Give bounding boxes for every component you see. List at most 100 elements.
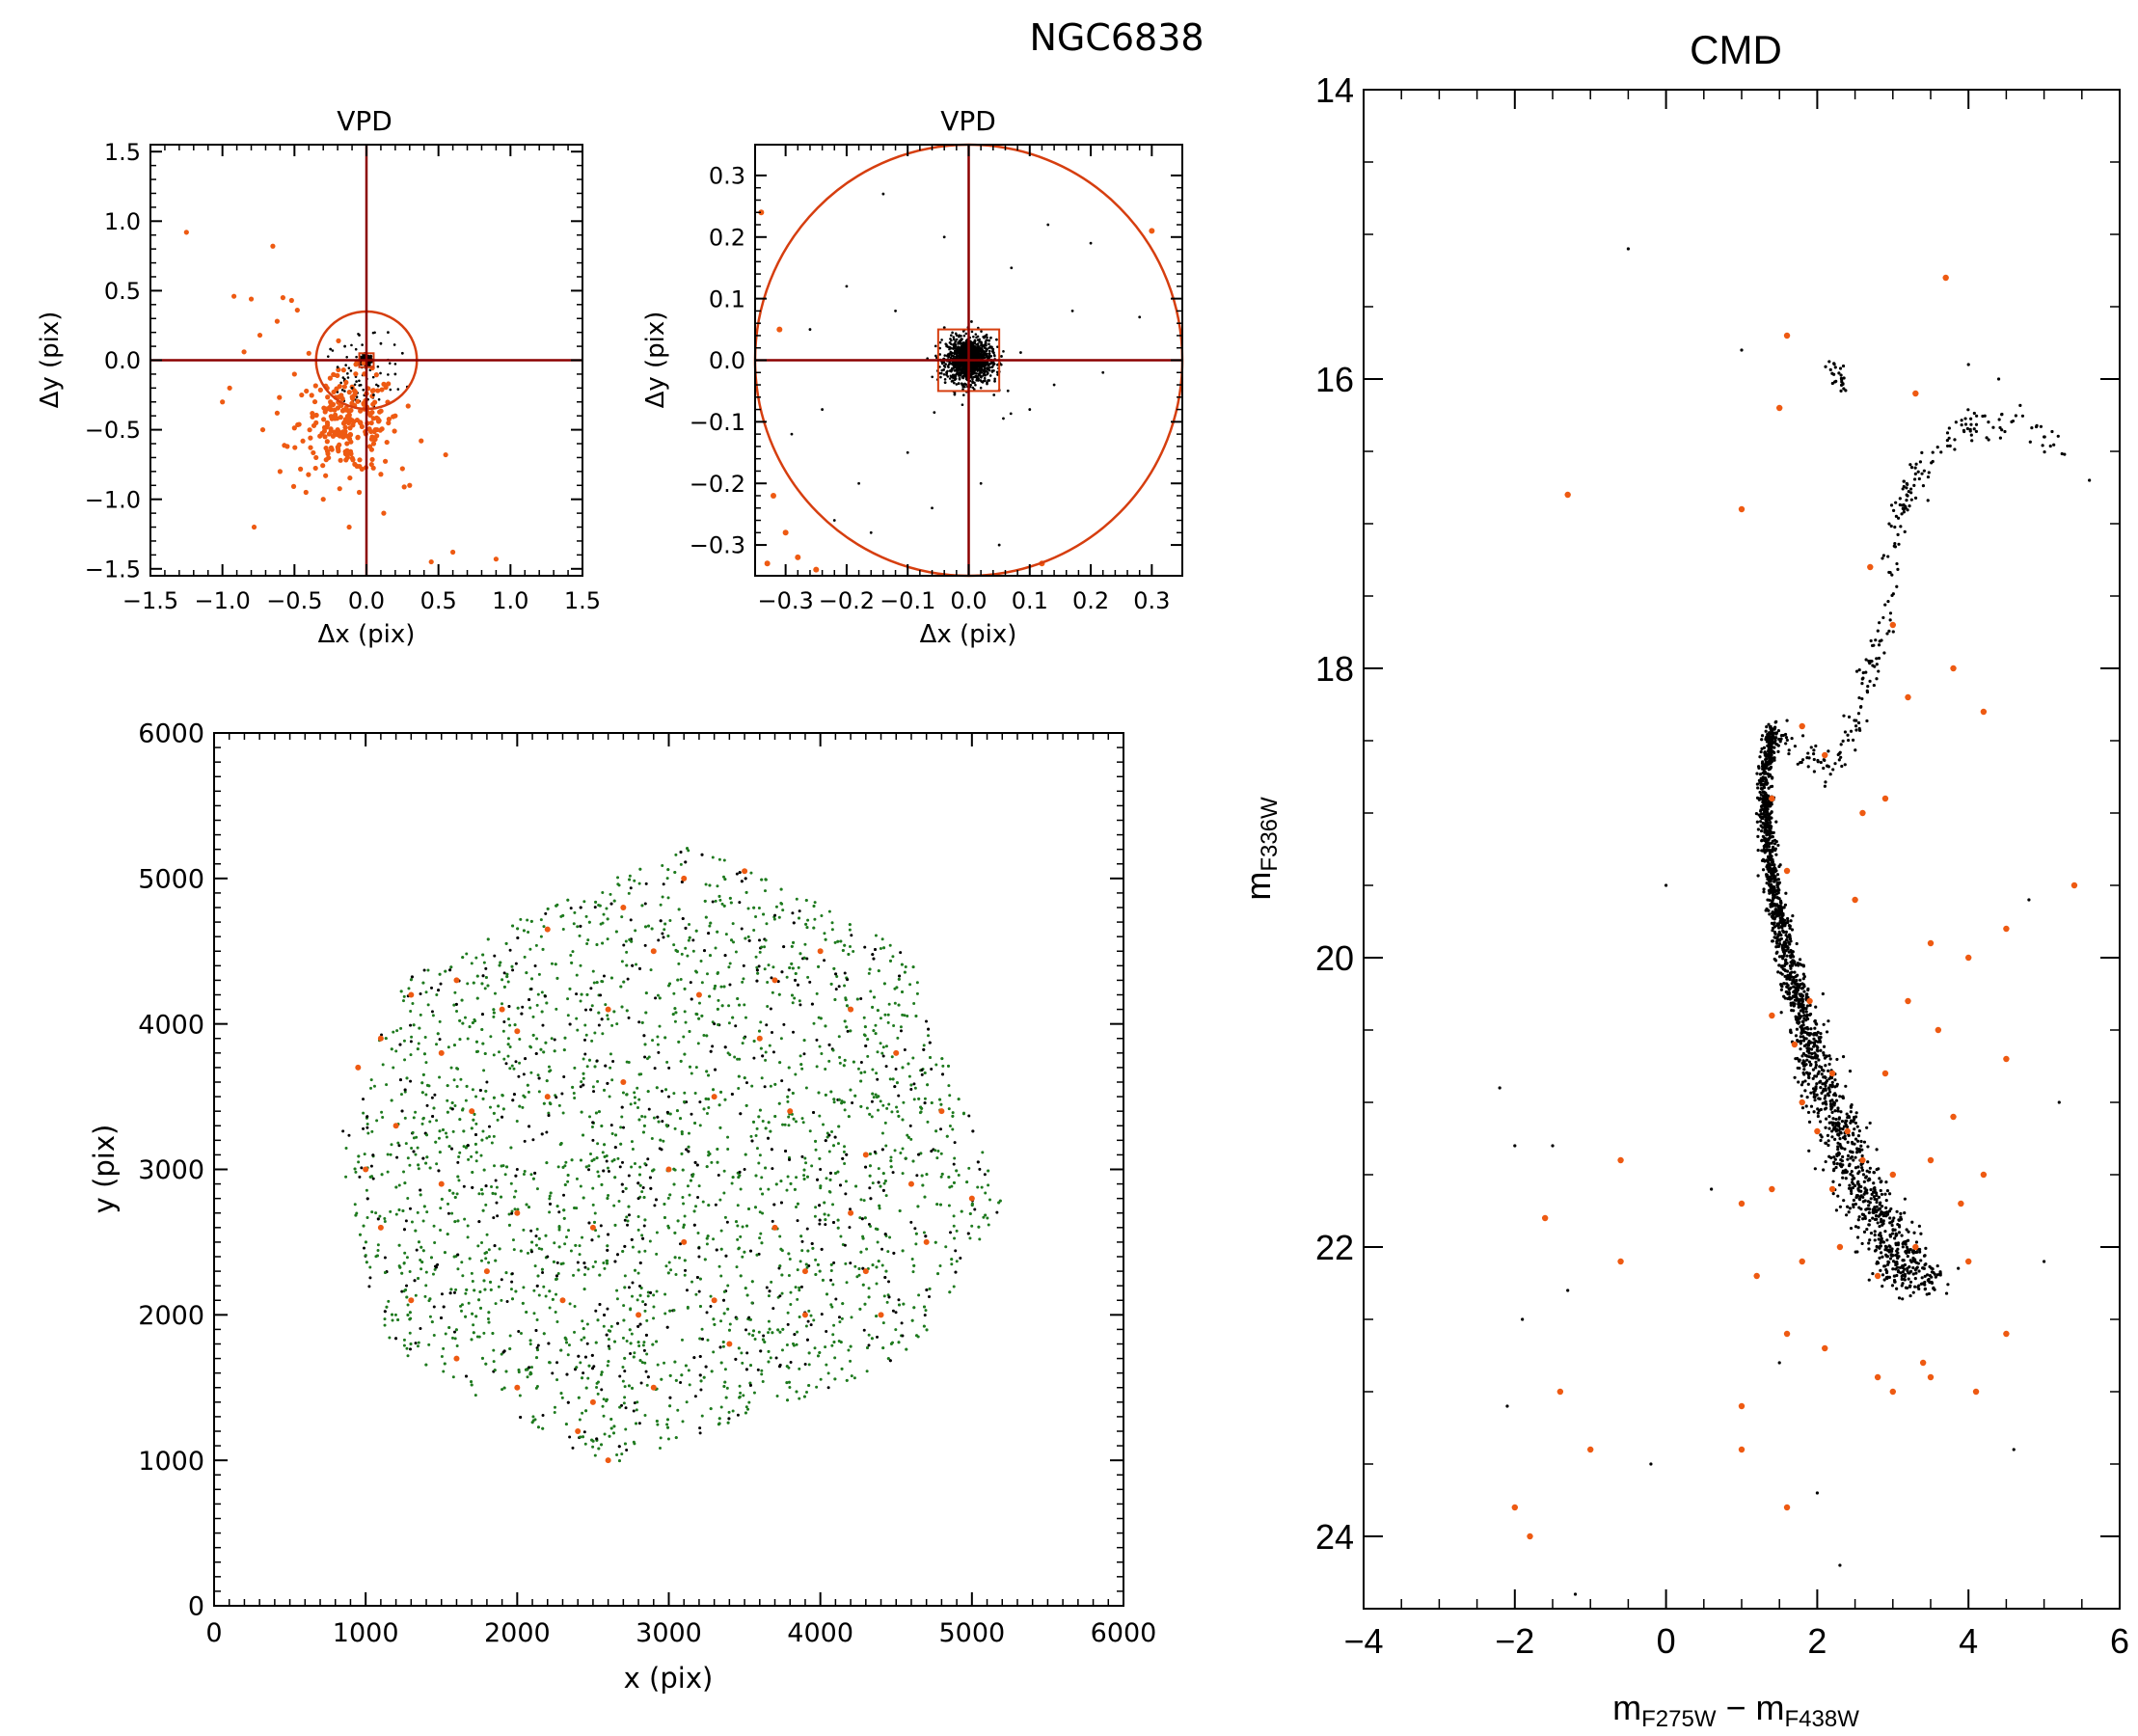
member-star-point bbox=[845, 285, 849, 288]
star-position-point bbox=[736, 1204, 740, 1207]
star-position-point bbox=[501, 1388, 504, 1392]
star-position-point bbox=[766, 1004, 770, 1008]
x-tick-label: 1.0 bbox=[492, 587, 528, 614]
star-position-point bbox=[645, 1383, 649, 1387]
star-position-point bbox=[476, 1244, 480, 1248]
star-position-point bbox=[758, 950, 762, 954]
star-position-point bbox=[481, 974, 485, 978]
star-position-point bbox=[497, 1050, 501, 1054]
member-star-point bbox=[976, 346, 979, 349]
member-star-point bbox=[975, 363, 978, 366]
star-position-point bbox=[535, 1228, 539, 1232]
star-position-point bbox=[493, 1164, 497, 1168]
star-position-point bbox=[494, 1192, 498, 1196]
star-position-point bbox=[625, 1215, 629, 1219]
star-position-point bbox=[521, 1301, 525, 1305]
star-position-point bbox=[414, 1342, 418, 1345]
member-star-point bbox=[954, 361, 958, 365]
member-star-point bbox=[992, 393, 996, 396]
star-position-point bbox=[365, 1261, 368, 1264]
star-position-point bbox=[721, 1344, 725, 1348]
star-position-point bbox=[711, 855, 715, 859]
field-star-point bbox=[372, 436, 378, 443]
star-position-point bbox=[450, 1336, 454, 1340]
field-star-point bbox=[392, 413, 398, 419]
star-position-point bbox=[753, 1337, 757, 1341]
star-position-point bbox=[753, 1206, 757, 1209]
star-position-point bbox=[726, 1148, 730, 1152]
star-position-point bbox=[557, 1210, 561, 1214]
star-position-point bbox=[551, 1371, 555, 1375]
star-position-point bbox=[896, 1036, 900, 1040]
star-position-point bbox=[495, 1201, 499, 1205]
star-position-point bbox=[839, 1341, 843, 1344]
star-position-point bbox=[867, 1333, 871, 1337]
field-star-point bbox=[291, 371, 297, 377]
star-position-point bbox=[635, 1408, 638, 1412]
star-position-point bbox=[541, 1270, 545, 1274]
member-star-point bbox=[974, 365, 977, 368]
star-position-point bbox=[836, 1142, 840, 1146]
star-position-point bbox=[408, 1163, 412, 1167]
star-position-point bbox=[764, 938, 768, 942]
field-star-point bbox=[342, 424, 348, 430]
field-star-point bbox=[342, 428, 348, 434]
star-position-point bbox=[424, 1270, 428, 1274]
star-position-point bbox=[597, 1023, 601, 1027]
star-position-point bbox=[951, 1127, 955, 1131]
star-position-point bbox=[800, 1154, 804, 1158]
star-position-point bbox=[738, 1384, 742, 1388]
star-position-point bbox=[357, 1160, 361, 1164]
star-position-point bbox=[412, 1150, 416, 1153]
star-position-point bbox=[832, 1100, 836, 1104]
star-position-point bbox=[392, 1066, 395, 1070]
star-position-point bbox=[593, 906, 597, 909]
star-position-point bbox=[838, 1055, 842, 1059]
star-position-point bbox=[746, 1207, 750, 1211]
star-position-point bbox=[980, 1185, 984, 1189]
star-position-point bbox=[899, 951, 903, 955]
star-position-point bbox=[555, 1361, 559, 1365]
star-position-point bbox=[487, 1261, 491, 1264]
star-position-point bbox=[673, 1019, 677, 1023]
star-position-point bbox=[728, 1322, 732, 1326]
star-position-point bbox=[464, 1291, 468, 1295]
star-position-point bbox=[585, 1322, 589, 1326]
star-position-point bbox=[537, 1293, 541, 1297]
star-position-point bbox=[578, 1244, 582, 1248]
field-star-point bbox=[331, 389, 337, 395]
field-star-point bbox=[349, 394, 355, 400]
star-position-point bbox=[562, 1074, 566, 1078]
star-position-point bbox=[908, 983, 912, 987]
field-star-point bbox=[776, 326, 783, 333]
star-position-point bbox=[706, 1234, 710, 1238]
star-position-point bbox=[813, 1346, 817, 1350]
star-position-point bbox=[706, 1339, 710, 1343]
star-position-point bbox=[818, 1222, 822, 1226]
vpd-zoom-title: VPD bbox=[940, 105, 996, 137]
star-position-point bbox=[798, 1315, 801, 1318]
star-position-point bbox=[601, 890, 605, 894]
star-position-point bbox=[497, 1285, 501, 1288]
star-position-point bbox=[912, 1002, 916, 1006]
star-position-point bbox=[484, 975, 488, 979]
star-position-point bbox=[636, 1341, 640, 1344]
star-position-point bbox=[694, 1066, 698, 1070]
star-position-point bbox=[913, 1086, 917, 1090]
star-position-point bbox=[719, 1090, 723, 1094]
field-star-point bbox=[367, 412, 373, 419]
star-position-point bbox=[687, 938, 690, 942]
star-position-point bbox=[625, 1340, 629, 1343]
star-position-point bbox=[523, 1096, 527, 1099]
star-position-point bbox=[576, 1261, 580, 1264]
star-position-point bbox=[602, 1324, 606, 1328]
star-position-point bbox=[821, 1278, 825, 1282]
star-position-point bbox=[688, 1065, 691, 1069]
star-position-point bbox=[394, 1212, 398, 1216]
star-position-point bbox=[561, 913, 565, 917]
star-position-point bbox=[541, 1023, 545, 1027]
member-star-point bbox=[970, 330, 974, 334]
star-position-point bbox=[582, 900, 586, 904]
star-position-point bbox=[699, 959, 703, 963]
star-position-point bbox=[700, 1327, 704, 1331]
